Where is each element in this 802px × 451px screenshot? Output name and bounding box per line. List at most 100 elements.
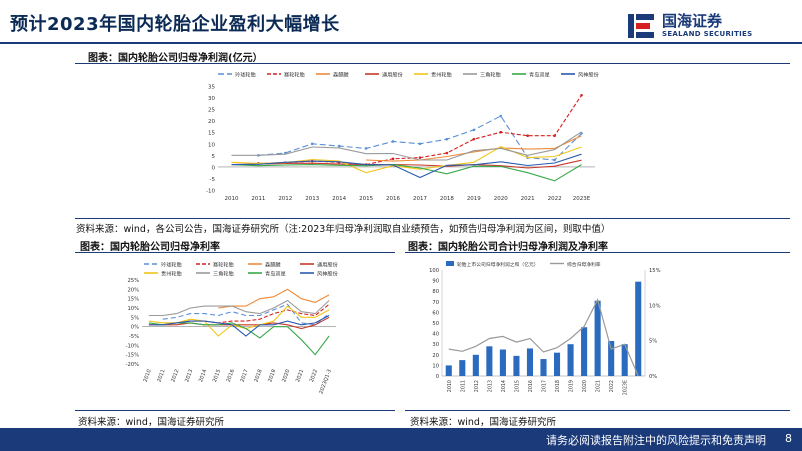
figure1-label: 图表：国内轮胎公司归母净利润(亿元）	[88, 53, 263, 64]
legend-label: 三角轮胎	[480, 71, 502, 79]
y-tick-label: -10%	[126, 343, 139, 349]
page-number: 8	[785, 432, 792, 445]
figure3-source: 资料来源：wind，国海证券研究所	[410, 417, 556, 428]
legend-label: 轮胎上市公司归母净利润之和（亿元）	[457, 261, 539, 268]
series-point	[418, 142, 422, 146]
y-tick-label: 25	[208, 108, 215, 114]
x-tick-label: 2013	[305, 196, 319, 202]
x-tick-label: 2014	[332, 196, 346, 202]
legend-label: 贵州轮胎	[431, 71, 453, 79]
series-point	[418, 156, 422, 159]
x-tick-label: 2023E	[623, 380, 629, 395]
y-tick-label: -5	[210, 177, 216, 183]
y-tick-label: 35	[208, 85, 215, 91]
y-tick-label: 0%	[131, 325, 139, 331]
y-tick-label: 5%	[131, 315, 139, 321]
y2-tick-label: 15%	[649, 268, 661, 274]
x-tick-label: 2013	[487, 380, 493, 392]
bar	[621, 344, 628, 376]
x-tick-label: 2020	[281, 369, 291, 383]
x-tick-label: 2016	[528, 380, 534, 392]
x-tick-label: 2018	[555, 380, 561, 392]
x-tick-label: 2014	[501, 380, 507, 392]
logo-chinese-name: 国海证券	[662, 12, 723, 30]
y-tick-label: 30	[432, 342, 439, 348]
series-line	[148, 305, 330, 337]
y-tick-label: -10	[206, 189, 215, 195]
y-tick-label: 50	[432, 321, 439, 327]
legend-label: 三角轮胎	[213, 270, 235, 278]
series-point	[391, 157, 395, 161]
bar	[459, 360, 466, 376]
sealand-logo-icon	[628, 14, 654, 38]
x-tick-label: 2016	[386, 196, 400, 202]
legend-label: 贵州轮胎	[161, 270, 183, 278]
x-tick-label: 2015	[514, 380, 520, 392]
bar	[553, 352, 561, 376]
y-tick-label: 0	[212, 165, 216, 171]
y-tick-label: 0	[436, 374, 439, 380]
y2-tick-label: 5%	[649, 339, 657, 345]
bar	[567, 344, 574, 376]
footer-disclaimer: 请务必阅读报告附注中的风险提示和免责声明	[546, 434, 766, 447]
figure3-rule	[405, 252, 790, 253]
x-tick-label: 2011	[460, 380, 466, 392]
x-tick-label: 2013	[184, 369, 194, 383]
legend-label: 玲珑轮胎	[235, 71, 257, 79]
figure2-rule	[75, 252, 395, 253]
bar	[635, 281, 642, 376]
x-tick-label: 2012	[278, 196, 292, 202]
x-tick-label: 2010	[447, 380, 453, 392]
x-tick-label: 2010	[224, 196, 238, 202]
series-point	[445, 151, 449, 155]
bar	[486, 346, 493, 376]
series-point	[364, 147, 368, 150]
figure3-source-rule	[405, 410, 790, 411]
x-tick-label: 2012	[474, 380, 480, 392]
y-tick-label: 20	[208, 119, 215, 125]
legend-label: 青岛双星	[265, 270, 286, 278]
series-point	[526, 134, 529, 137]
y2-tick-label: 0%	[649, 374, 657, 380]
series-point	[553, 158, 556, 162]
series-line	[258, 115, 582, 161]
legend-swatch	[446, 261, 454, 266]
series-point	[472, 137, 476, 141]
x-tick-label: 2016	[226, 369, 236, 383]
y-tick-label: 10	[432, 363, 439, 369]
x-tick-label: 2021	[295, 369, 305, 383]
figure1-rule	[75, 63, 790, 64]
footer-bar: 请务必阅读报告附注中的风险提示和免责声明 8	[0, 428, 802, 451]
x-tick-label: 2020	[494, 196, 508, 202]
legend-label: 赛轮轮胎	[284, 71, 306, 79]
x-tick-label: 2017	[413, 196, 427, 202]
bar	[608, 341, 615, 376]
y-tick-label: 80	[432, 289, 439, 295]
y-tick-label: 30	[208, 96, 215, 102]
legend-label: 通用股份	[382, 71, 404, 79]
y-tick-label: -15%	[126, 353, 139, 359]
y-tick-label: -20%	[126, 362, 139, 368]
y-tick-label: -5%	[129, 334, 139, 340]
legend-label: 综合归母净利率	[567, 261, 601, 268]
series-line	[231, 131, 582, 161]
x-tick-label: 2018	[440, 196, 454, 202]
series-line	[162, 303, 330, 326]
series-line	[231, 164, 582, 182]
x-tick-label: 2022	[548, 196, 562, 202]
x-tick-label: 2011	[251, 196, 265, 202]
y-tick-label: 20	[432, 353, 439, 359]
x-tick-label: 2015	[212, 369, 222, 383]
series-point	[445, 137, 449, 141]
legend-label: 森麒麟	[265, 261, 281, 269]
y-tick-label: 70	[432, 300, 439, 306]
header-rule	[0, 42, 802, 44]
figure2-source: 资料来源：wind，国海证券研究所	[78, 417, 224, 428]
figure2-source-rule	[75, 410, 395, 411]
y-tick-label: 15	[208, 131, 215, 137]
series-line	[448, 298, 639, 377]
y-tick-label: 100	[429, 268, 439, 274]
y-tick-label: 15%	[127, 297, 139, 303]
series-point	[472, 128, 476, 132]
